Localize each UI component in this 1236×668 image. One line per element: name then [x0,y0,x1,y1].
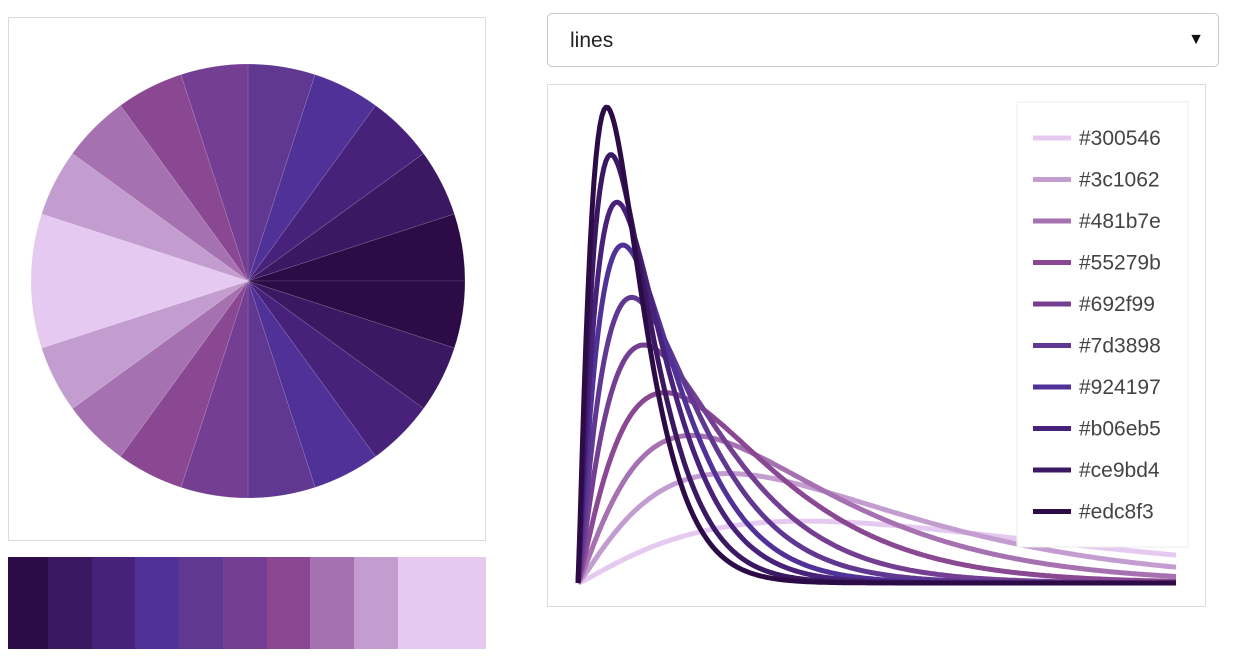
pie-slice [247,280,424,457]
legend-label: #edc8f3 [1079,501,1154,524]
legend-label: #3c1062 [1079,169,1160,192]
palette-swatch [398,557,486,649]
pie-slice [72,105,249,282]
pie-slice [30,213,249,349]
palette-strip [8,557,486,649]
pie-slice [247,105,424,282]
pie-slice [120,74,249,282]
legend-label: #481b7e [1079,210,1161,233]
legend-box [1016,101,1189,548]
palette-swatch [310,557,354,649]
pie-slice [180,63,249,282]
legend-label: #924197 [1079,376,1161,399]
pie-slice [247,280,466,349]
pie-slice [247,153,455,282]
pie-slice [41,280,249,409]
legend-label: #ce9bd4 [1079,459,1160,482]
palette-swatch [8,557,48,649]
pie-chart [30,63,466,499]
legend-label: #7d3898 [1079,335,1161,358]
pie-slice [247,280,455,409]
pie-slice [247,63,316,282]
series-line [576,471,1177,585]
palette-swatch [135,557,179,649]
triangle-down-icon: ▼ [1188,31,1204,48]
pie-chart-panel [8,17,486,541]
series-line [575,104,1177,586]
line-chart-panel: #300546 #3c1062 #481b7e #55279b #692f99 #7d38… [547,84,1206,607]
pie-slice [247,213,466,282]
palette-swatch [48,557,92,649]
legend-label: #692f99 [1079,293,1155,316]
palette-swatch [92,557,135,649]
palette-swatch [354,557,398,649]
chart-type-select[interactable]: lines ▼ [547,13,1219,67]
legend-label: #b06eb5 [1079,418,1161,441]
pie-slice [180,280,249,499]
pie-slice [72,280,249,457]
chart-type-select-value: lines [570,29,614,52]
legend-label: #300546 [1079,127,1161,150]
palette-swatch [267,557,310,649]
pie-slice [41,153,249,282]
legend-label: #55279b [1079,252,1161,275]
pie-slice [247,280,316,499]
palette-swatch [223,557,267,649]
pie-slice [247,280,376,488]
pie-slice [247,74,376,282]
line-chart: #300546 #3c1062 #481b7e #55279b #692f99 #7d38… [575,101,1189,586]
legend: #300546 #3c1062 #481b7e #55279b #692f99 #7d38… [1033,127,1161,524]
pie-slice [120,280,249,488]
palette-swatch [179,557,223,649]
